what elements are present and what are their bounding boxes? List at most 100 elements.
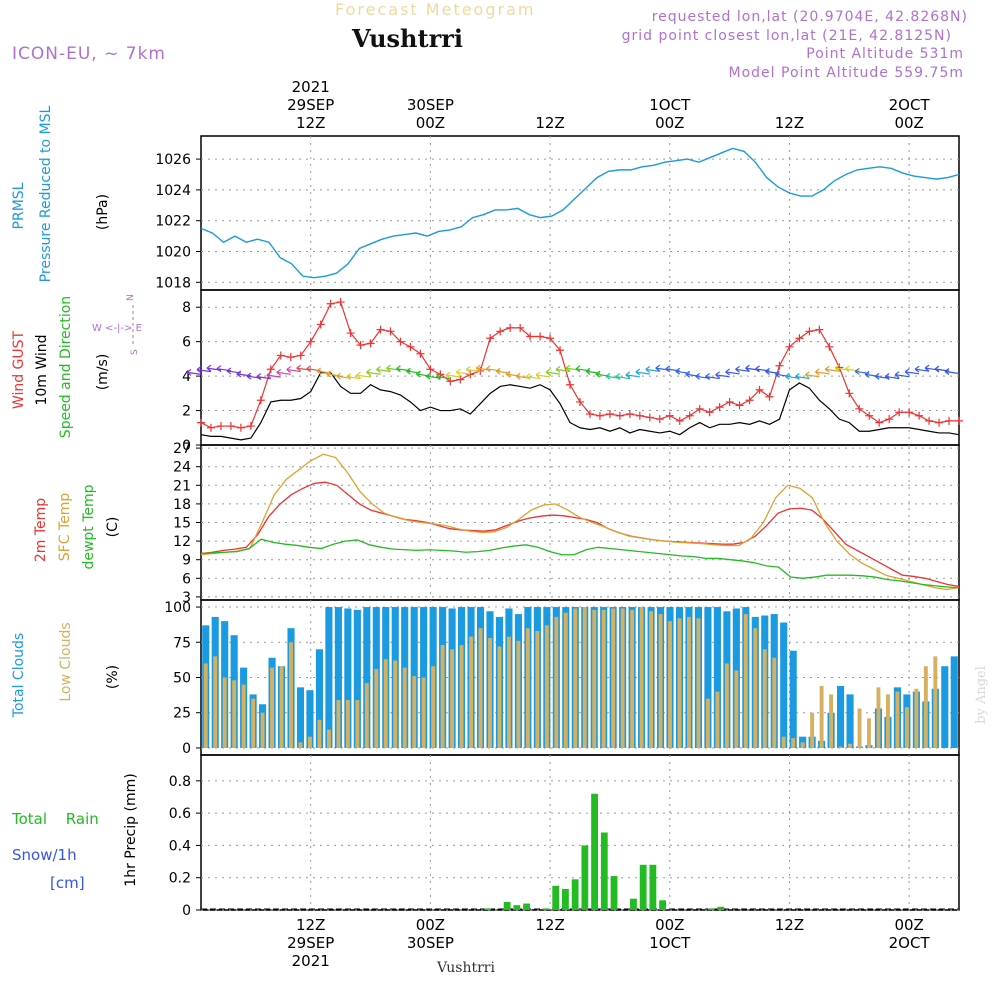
low-cloud-bar <box>213 656 218 748</box>
wind-arrow <box>944 370 960 375</box>
wind-arrow <box>266 374 281 378</box>
clouds-panel: 0 25 50 75 100 <box>164 599 960 757</box>
wind-arrow-head <box>455 368 461 376</box>
low-cloud-bar <box>734 670 739 748</box>
low-cloud-bar <box>800 742 805 748</box>
low-cloud-bar <box>506 636 511 748</box>
gust-marker <box>955 416 963 425</box>
wind-ytick-label: 0 <box>182 438 191 454</box>
low-cloud-bar <box>848 743 852 748</box>
pressure-ytick-label: 1018 <box>155 275 191 291</box>
wind-arrow-head <box>755 365 760 373</box>
gust-marker <box>935 418 944 427</box>
wind-panel: 0 2 4 6 8 <box>182 289 963 454</box>
pressure-ytick-label: 1024 <box>155 183 191 199</box>
low-cloud-bar <box>781 736 786 748</box>
wind-arrow-head <box>416 370 421 378</box>
wind-arrow-head <box>376 366 381 373</box>
gust-marker <box>276 351 285 360</box>
gust-marker <box>346 329 355 338</box>
wind-arrow-head <box>765 367 770 375</box>
time-label-bottom: 00Z <box>894 916 923 934</box>
compass-north: N <box>126 294 136 301</box>
precip-frame <box>200 754 960 911</box>
total-cloud-bar <box>837 685 845 748</box>
temp-ytick-label: 15 <box>173 516 191 532</box>
wind-arrow-head <box>635 368 641 376</box>
low-cloud-bar <box>630 609 635 748</box>
pressure-ytick-label: 1020 <box>155 245 191 261</box>
temp-sfc-label: SFC Temp <box>57 493 73 562</box>
low-cloud-bar <box>535 631 540 748</box>
time-label-bottom: 29SEP <box>287 934 334 952</box>
wind-arrow <box>555 368 571 372</box>
pressure-panel: 1018 1020 1022 1024 1026 <box>155 135 960 291</box>
temp-ytick-label: 24 <box>173 460 191 476</box>
low-cloud-bar <box>563 612 568 748</box>
gust-marker <box>486 334 495 343</box>
wind-arrow-head <box>785 372 790 380</box>
gust-marker <box>286 353 295 362</box>
gust-marker <box>366 339 375 348</box>
precip-ytick-label: 0 <box>182 903 191 919</box>
total-cloud-bar <box>950 656 958 748</box>
clouds-ytick-label: 25 <box>173 706 191 722</box>
wind-arrow-head <box>555 365 561 373</box>
wind-arrow <box>895 374 910 378</box>
wind-arrow-head <box>236 370 242 378</box>
rain-bar <box>591 793 598 910</box>
wind-arrow <box>535 374 551 378</box>
wind-arrow-head <box>595 370 601 378</box>
wind-arrow <box>595 373 611 377</box>
gust-marker <box>326 299 335 308</box>
low-cloud-bar <box>724 663 729 748</box>
wind-arrow <box>276 371 291 375</box>
wind-arrow-head <box>435 373 441 381</box>
wind-arrow-head <box>615 373 621 381</box>
gust-marker <box>905 408 914 417</box>
time-label-top: 12Z <box>296 114 325 132</box>
temp-labels: 2m Temp SFC Temp dewpt Temp (C) <box>33 484 121 569</box>
low-cloud-bar <box>668 621 672 748</box>
gust-marker <box>665 411 674 420</box>
gust-marker <box>715 403 724 412</box>
time-label-bottom: 30SEP <box>407 934 454 952</box>
low-cloud-bar <box>544 625 549 748</box>
wind-arrow-head <box>465 365 471 373</box>
low-cloud-bar <box>791 738 796 748</box>
low-cloud-bar <box>326 729 331 748</box>
wind-speed-dir-label: Speed and Direction <box>58 296 74 438</box>
wind-arrow-head <box>206 364 212 372</box>
wind-arrow-head <box>944 368 950 375</box>
rain-bar <box>581 845 589 910</box>
total-cloud-bar <box>325 607 333 748</box>
gust-marker <box>576 397 584 406</box>
wind-arrow-head <box>934 365 940 373</box>
wind-ytick-label: 6 <box>182 335 191 351</box>
gust-marker <box>536 332 545 341</box>
gust-marker <box>945 416 954 425</box>
wind-arrow <box>446 374 461 378</box>
low-clouds-label: Low Clouds <box>58 622 74 701</box>
rain-bar <box>571 879 579 910</box>
wind-arrow-head <box>485 365 491 373</box>
wind-arrow <box>625 374 640 378</box>
total-cloud-bar <box>334 607 342 748</box>
wind-arrow-head <box>844 365 850 373</box>
clouds-unit: (%) <box>105 665 121 689</box>
time-label-top: 30SEP <box>407 96 454 114</box>
rain-bar <box>610 876 618 910</box>
temp-dewpt-label: dewpt Temp <box>81 484 97 569</box>
wind-arrow-head <box>705 373 710 381</box>
snow-label: Snow/1h <box>12 846 77 864</box>
low-cloud-bar <box>705 698 710 748</box>
wind-arrow <box>436 375 451 380</box>
wind-arrow-head <box>655 364 661 372</box>
total-cloud-bar <box>713 607 721 748</box>
gust-marker <box>226 422 235 431</box>
wind-arrow <box>905 371 920 375</box>
grid-point-coords: grid point closest lon,lat (21E, 42.8125… <box>621 28 952 44</box>
gust-marker <box>506 323 515 332</box>
low-cloud-bar <box>620 608 625 748</box>
wind-arrow-head <box>475 364 481 372</box>
